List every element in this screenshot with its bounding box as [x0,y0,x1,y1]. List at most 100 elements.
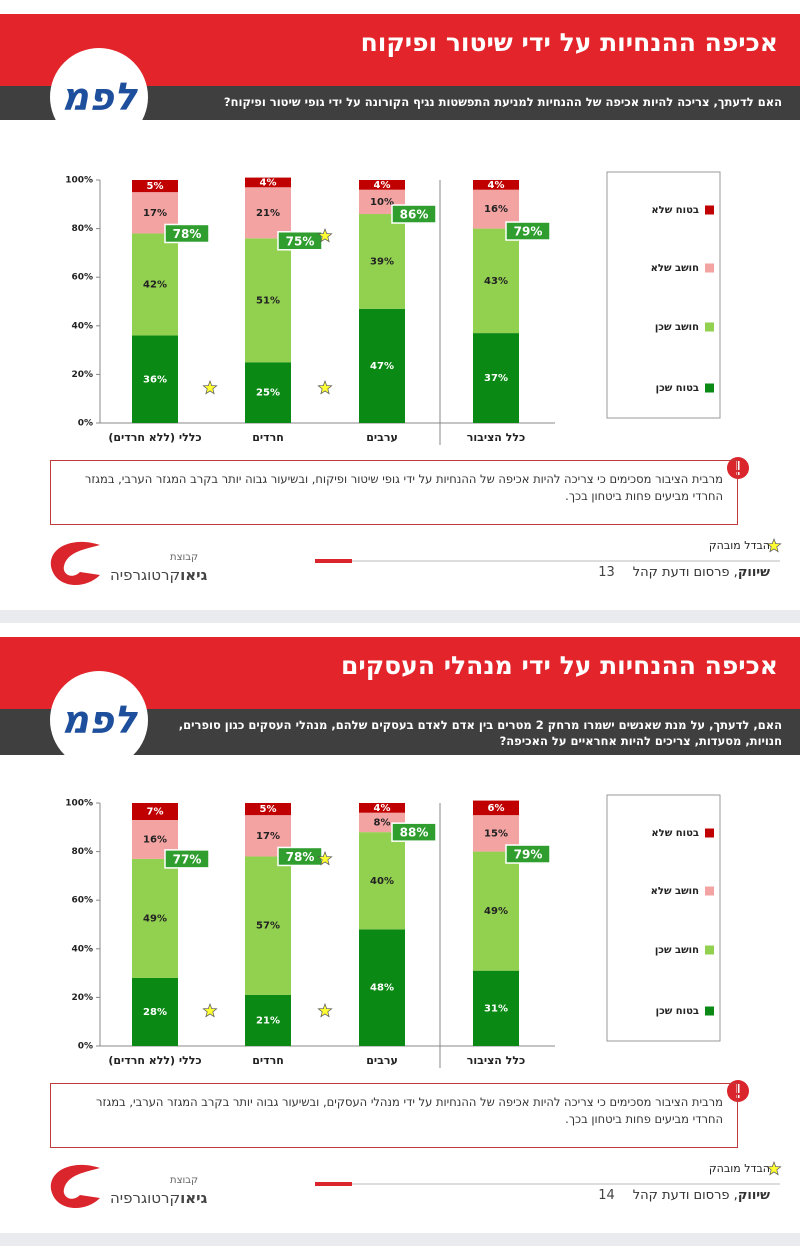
company-rest: קרטוגרפיה [110,1189,181,1207]
legend-swatch [705,383,714,393]
bar-segment [473,228,519,334]
bar-segment [473,970,519,1046]
bar-value-label: 5% [147,181,164,192]
significance-star [766,537,782,553]
alert-dot [736,1095,740,1098]
company-logo [50,541,100,586]
y-tick-label: 0% [78,1042,93,1052]
alert-dot [736,472,740,475]
company-bold: גיאו [180,1189,208,1207]
bar-value-label: 5% [260,804,277,815]
bar-value-label: 36% [143,374,167,385]
company-name: גיאוקרטוגרפיה [110,566,207,584]
bar-value-label: 31% [484,1003,508,1014]
bar-segment [245,362,291,423]
legend-label: בטוח שכן [656,383,699,394]
legend-swatch [705,322,714,332]
legend-label: בטוח שלא [651,205,699,216]
footer-rest: , פרסום ודעת קהל [632,565,738,580]
bar-value-label: 4% [374,180,391,191]
total-box [505,221,551,241]
total-label: 75% [286,234,315,248]
footer: שיווק, פרסום ודעת קהל 13 [598,565,770,580]
y-tick-label: 0% [78,419,93,429]
significance-star [317,1002,333,1018]
bar-value-label: 48% [370,983,394,994]
total-label: 78% [286,850,315,864]
bar-value-label: 37% [484,373,508,384]
bar-value-label: 43% [484,276,508,287]
legend-label: חושב שכן [655,945,699,956]
total-label: 86% [400,208,429,222]
bar-segment [132,233,178,336]
x-tick-label: כלל הציבור [467,1054,525,1067]
legend-label: חושב שכן [655,322,699,333]
company-small: קבוצת [170,552,199,563]
bar-value-label: 10% [370,197,394,208]
question: האם, לדעתך, על מנת שאנשים ישמרו מרחק 2 מ… [178,718,782,748]
y-tick-label: 20% [71,993,93,1003]
total-label: 79% [514,225,543,239]
x-tick-label: כלל הציבור [467,431,525,444]
x-tick-label: כללי (ללא חרדים) [108,431,201,444]
legend-swatch [705,1006,714,1016]
legend-swatch [705,886,714,896]
bar-segment [245,994,291,1046]
x-tick-label: חרדים [252,1054,284,1067]
bar-segment [359,832,405,930]
slide: 0% 20% 40% 60% 80% 100% כללי (ללא חרדים) 28% 49%… [0,623,800,1233]
legend-box [606,794,721,1042]
bar-segment [132,803,178,821]
bar-value-label: 28% [143,1007,167,1018]
bar-value-label: 39% [370,256,394,267]
legend-label: בטוח שלא [651,828,699,839]
bar-value-label: 16% [143,834,167,845]
company-bold: גיאו [180,566,208,584]
bar-value-label: 47% [370,361,394,372]
y-tick-label: 100% [65,176,93,186]
legend-label: חושב שלא [651,263,699,274]
company-rest: קרטוגרפיה [110,566,181,584]
legend-box [606,171,721,419]
bar-value-label: 8% [374,817,391,828]
legend-swatch [705,945,714,955]
total-box [164,849,210,869]
footer-rest: , פרסום ודעת קהל [632,1188,738,1203]
bar-value-label: 42% [143,279,167,290]
significance-legend: הבדל מובהק [709,1162,770,1175]
footer-bold: שיווק [737,1188,770,1203]
bar-value-label: 7% [147,807,164,818]
bar-segment [473,851,519,971]
total-label: 79% [514,848,543,862]
bar-segment [245,177,291,188]
slide-title: אכיפה ההנחיות על ידי מנהלי העסקים [341,651,778,680]
logo: לפמ [50,671,148,769]
significance-text: הבדל מובהק [708,1162,770,1175]
y-tick-label: 20% [71,370,93,380]
bar-value-label: 51% [256,295,280,306]
x-tick-label: ערבים [366,431,398,444]
total-label: 88% [400,826,429,840]
bar-segment [359,803,405,813]
x-tick-label: חרדים [252,431,284,444]
slide-title: אכיפה ההנחיות על ידי שיטור ופיקוח [360,28,778,57]
note: מרבית הציבור מסכימים כי צריכה להיות אכיפ… [50,460,738,525]
x-tick-label: ערבים [366,1054,398,1067]
total-box [391,822,437,842]
y-tick-label: 80% [71,224,93,234]
bar-value-label: 57% [256,921,280,932]
significance-star [766,1160,782,1176]
bar-value-label: 49% [484,906,508,917]
bar-value-label: 17% [143,208,167,219]
bar-segment [132,977,178,1046]
bar-value-label: 21% [256,1015,280,1026]
significance-legend: הבדל מובהק [709,539,770,552]
bar-segment [359,214,405,309]
slide: 0% 20% 40% 60% 80% 100% כללי (ללא חרדים) 36% 42%… [0,0,800,610]
bar-segment [473,333,519,423]
question: האם לדעתך, צריכה להיות אכיפה של ההנחיות … [223,95,782,109]
bar-segment [473,800,519,816]
company-name: גיאוקרטוגרפיה [110,1189,207,1207]
x-tick-label: כללי (ללא חרדים) [108,1054,201,1067]
